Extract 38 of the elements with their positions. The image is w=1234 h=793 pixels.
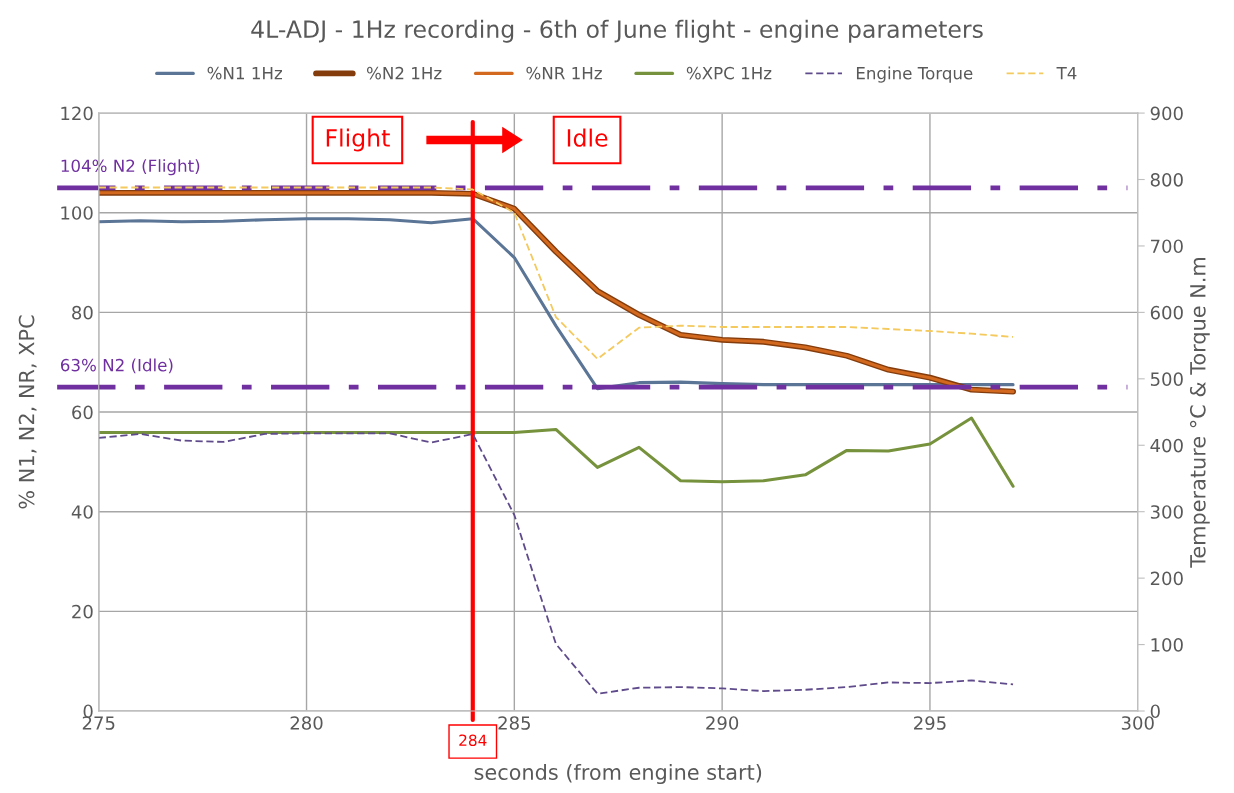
legend-label: %N1 1Hz xyxy=(207,66,282,80)
legend-label: Engine Torque xyxy=(856,66,973,83)
legend-label: T4 xyxy=(1056,67,1077,80)
x-tick-label: 285 xyxy=(498,716,530,730)
y2-tick-label: 900 xyxy=(1150,106,1183,121)
annotation: Flight xyxy=(326,128,390,152)
y-tick-label: 80 xyxy=(72,305,93,320)
chart-title: 4L-ADJ - 1Hz recording - 6th of June flight - engine parameters xyxy=(251,19,983,43)
y-axis-title: % N1, N2, NR, XPC xyxy=(18,315,37,509)
ref-line-label: 63% N2 (Idle) xyxy=(61,358,173,374)
y2-tick-label: 300 xyxy=(1150,505,1183,519)
ref-line-label: 104% N2 (Flight) xyxy=(61,159,200,176)
y-tick-label: 120 xyxy=(61,106,93,121)
x-tick-label: 280 xyxy=(290,716,323,730)
x-tick-label: 300 xyxy=(1121,716,1154,730)
y2-tick-label: 800 xyxy=(1150,172,1183,187)
x-axis-title: seconds (from engine start) xyxy=(474,763,762,785)
y2-tick-label: 200 xyxy=(1150,571,1183,586)
x-tick-label: 295 xyxy=(914,716,946,730)
y-tick-label: 100 xyxy=(61,206,93,220)
y2-tick-label: 100 xyxy=(1151,638,1183,652)
x-tick-label: 290 xyxy=(706,716,739,730)
x-tick-label: 275 xyxy=(82,716,115,730)
y2-tick-label: 400 xyxy=(1150,438,1183,453)
annotation: Idle xyxy=(567,128,608,147)
y2-tick-label: 500 xyxy=(1150,372,1183,386)
y-tick-label: 20 xyxy=(72,604,93,619)
y2-axis-title: Temperature °C & Torque N.m xyxy=(1189,258,1210,568)
y-tick-label: 60 xyxy=(72,405,93,420)
y2-tick-label: 600 xyxy=(1150,305,1183,320)
legend-label: %XPC 1Hz xyxy=(686,66,772,80)
legend-label: %N2 1Hz xyxy=(366,66,442,80)
y2-tick-label: 700 xyxy=(1151,239,1183,254)
y2-tick-label: 0 xyxy=(1150,704,1160,719)
y-tick-label: 0 xyxy=(83,704,93,719)
y-tick-label: 40 xyxy=(71,505,93,519)
legend-label: %NR 1Hz xyxy=(526,66,602,80)
ref-line-label: 284 xyxy=(459,734,487,746)
